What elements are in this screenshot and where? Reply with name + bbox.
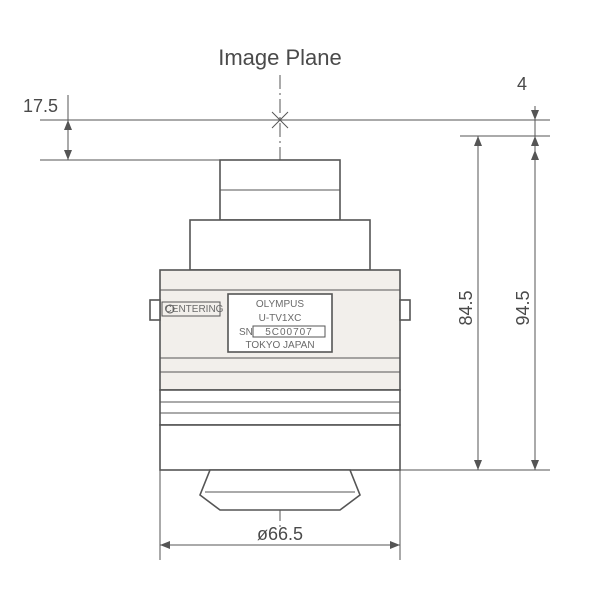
- sn-prefix: SN: [239, 327, 253, 338]
- brand-text: OLYMPUS: [256, 299, 304, 310]
- technical-drawing: Image Plane OLYMPUS U-TV1XC: [0, 0, 600, 600]
- svg-text:CENTERING: CENTERING: [165, 304, 224, 315]
- label-plate: OLYMPUS U-TV1XC SN 5C00707 TOKYO JAPAN: [228, 294, 332, 352]
- svg-text:94.5: 94.5: [513, 290, 533, 325]
- centering-tag: CENTERING: [162, 302, 224, 316]
- svg-text:ø66.5: ø66.5: [257, 524, 303, 544]
- svg-text:17.5: 17.5: [23, 96, 58, 116]
- dim-17-5: 17.5: [23, 95, 222, 160]
- serial-text: 5C00707: [265, 327, 313, 338]
- model-text: U-TV1XC: [259, 313, 302, 324]
- svg-text:84.5: 84.5: [456, 290, 476, 325]
- dim-4: 4: [460, 74, 550, 150]
- dim-94-5: 94.5: [513, 120, 539, 470]
- title-label: Image Plane: [218, 45, 342, 70]
- origin-text: TOKYO JAPAN: [245, 340, 314, 351]
- svg-text:4: 4: [517, 74, 527, 94]
